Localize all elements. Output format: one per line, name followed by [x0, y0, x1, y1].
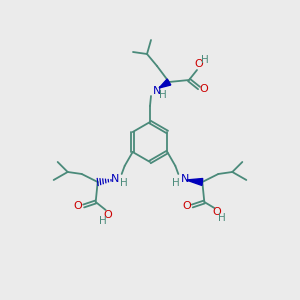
- Text: H: H: [99, 216, 106, 226]
- Text: O: O: [200, 84, 208, 94]
- Text: H: H: [218, 213, 226, 223]
- Polygon shape: [186, 178, 203, 185]
- Text: O: O: [195, 59, 203, 69]
- Text: O: O: [212, 207, 221, 217]
- Text: H: H: [172, 178, 180, 188]
- Text: H: H: [159, 90, 167, 100]
- Polygon shape: [159, 79, 171, 88]
- Text: N: N: [110, 174, 119, 184]
- Text: O: O: [73, 201, 82, 211]
- Text: O: O: [103, 210, 112, 220]
- Text: O: O: [182, 201, 191, 211]
- Text: N: N: [181, 174, 190, 184]
- Text: H: H: [201, 55, 209, 65]
- Text: H: H: [120, 178, 128, 188]
- Text: N: N: [153, 86, 161, 96]
